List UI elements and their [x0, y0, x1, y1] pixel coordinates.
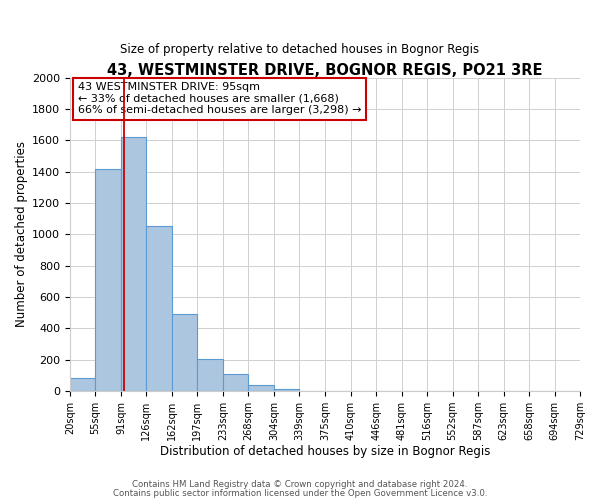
X-axis label: Distribution of detached houses by size in Bognor Regis: Distribution of detached houses by size …	[160, 444, 490, 458]
Text: Contains public sector information licensed under the Open Government Licence v3: Contains public sector information licen…	[113, 488, 487, 498]
Bar	[121, 137, 146, 391]
Bar	[223, 374, 248, 391]
Bar	[274, 389, 299, 391]
Y-axis label: Number of detached properties: Number of detached properties	[15, 142, 28, 328]
Bar	[70, 378, 95, 391]
Text: 43 WESTMINSTER DRIVE: 95sqm
← 33% of detached houses are smaller (1,668)
66% of : 43 WESTMINSTER DRIVE: 95sqm ← 33% of det…	[77, 82, 361, 116]
Title: 43, WESTMINSTER DRIVE, BOGNOR REGIS, PO21 3RE: 43, WESTMINSTER DRIVE, BOGNOR REGIS, PO2…	[107, 62, 543, 78]
Text: Size of property relative to detached houses in Bognor Regis: Size of property relative to detached ho…	[121, 42, 479, 56]
Bar	[146, 226, 172, 391]
Bar	[197, 359, 223, 391]
Bar	[172, 314, 197, 391]
Text: Contains HM Land Registry data © Crown copyright and database right 2024.: Contains HM Land Registry data © Crown c…	[132, 480, 468, 489]
Bar	[95, 169, 121, 391]
Bar	[248, 385, 274, 391]
